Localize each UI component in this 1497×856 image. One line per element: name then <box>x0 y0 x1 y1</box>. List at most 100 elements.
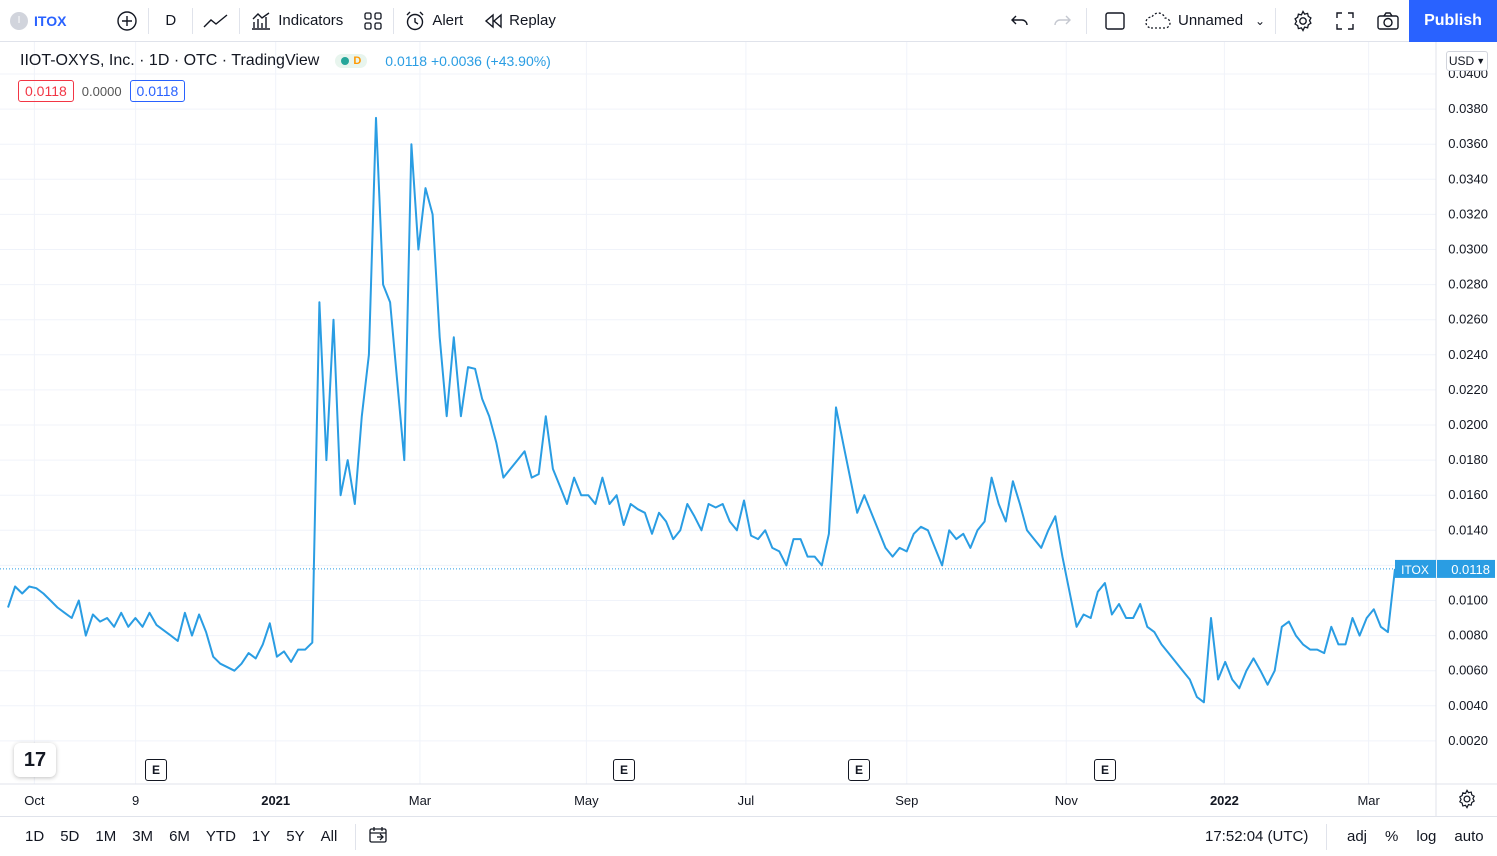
price-tick-label: 0.0240 <box>1448 347 1488 362</box>
interval-label: D <box>165 12 177 29</box>
last-price-symbol-tag <box>1395 559 1436 578</box>
range-button-6m[interactable]: 6M <box>169 828 190 845</box>
fullscreen-layout-button[interactable] <box>1094 0 1136 42</box>
grid-icon <box>364 11 382 30</box>
toolbar-divider <box>1086 8 1087 34</box>
date-range-buttons: 1D 5D 1M 3M 6M YTD 1Y 5Y All <box>0 828 345 845</box>
time-tick-label: Mar <box>1357 793 1380 808</box>
scale-button-auto[interactable]: auto <box>1454 828 1484 845</box>
price-chart[interactable]: 0.04000.03800.03600.03400.03200.03000.02… <box>0 42 1497 816</box>
interval-button[interactable]: D <box>149 0 192 42</box>
market-status-badge[interactable]: D <box>335 54 368 68</box>
indicators-button[interactable]: Indicators <box>240 0 353 42</box>
scale-button-adj[interactable]: adj <box>1347 828 1368 845</box>
alert-button[interactable]: Alert <box>394 0 473 42</box>
earnings-marker[interactable]: E <box>145 759 167 781</box>
range-button-5d[interactable]: 5D <box>60 828 80 845</box>
redo-button[interactable] <box>1042 0 1082 42</box>
price-tick-label: 0.0160 <box>1448 487 1488 502</box>
last-price-label: ITOX 0.0118 <box>1395 559 1495 578</box>
scale-button-percent[interactable]: % <box>1385 828 1399 845</box>
toolbar-divider <box>355 823 357 850</box>
range-button-1y[interactable]: 1Y <box>251 828 271 845</box>
scale-button-log[interactable]: log <box>1416 828 1437 845</box>
price-tick-label: 0.0200 <box>1448 417 1488 432</box>
time-tick-label: May <box>574 793 599 808</box>
toolbar-divider <box>239 7 241 34</box>
price-series-line <box>7 116 1396 704</box>
currency-selector[interactable]: USD ▼ <box>1446 51 1488 71</box>
earnings-marker[interactable]: E <box>1094 759 1116 781</box>
price-tick-label: 0.0220 <box>1448 382 1488 397</box>
range-button-1m[interactable]: 1M <box>95 828 117 845</box>
calendar-icon <box>369 826 387 843</box>
settings-button[interactable] <box>1282 0 1324 42</box>
price-tick-label: 0.0100 <box>1448 593 1488 608</box>
legend-change: 0.0118 +0.0036 (+43.90%) <box>385 53 551 69</box>
status-dot-icon <box>341 57 350 65</box>
mid-value: 0.0000 <box>81 83 122 99</box>
line-chart-icon <box>203 13 228 27</box>
tradingview-logo[interactable]: 17 <box>14 743 56 777</box>
range-button-ytd[interactable]: YTD <box>205 828 236 845</box>
price-tick-label: 0.0060 <box>1448 663 1488 678</box>
camera-icon <box>1377 11 1399 30</box>
undo-button[interactable] <box>1000 0 1040 42</box>
time-axis: Oct 9 2021 Mar May Jul Sep Nov 2022 Mar <box>24 793 1380 808</box>
price-tick-label: 0.0040 <box>1448 698 1488 713</box>
templates-button[interactable] <box>353 0 393 42</box>
price-tick-label: 0.0380 <box>1448 101 1488 116</box>
toolbar-divider <box>1275 8 1276 34</box>
layout-name: Unnamed <box>1178 12 1244 29</box>
legend-title: IIOT-OXYS, Inc. · 1D · OTC · TradingView <box>20 52 320 69</box>
price-tick-label: 0.0320 <box>1448 206 1488 221</box>
alert-label: Alert <box>432 12 464 29</box>
range-button-all[interactable]: All <box>320 828 338 845</box>
indicators-icon <box>252 11 271 30</box>
scale-buttons: adj% log auto <box>1338 828 1493 845</box>
price-tick-label: 0.0140 <box>1448 522 1488 537</box>
time-tick-label: Sep <box>895 793 918 808</box>
last-price-symbol: ITOX <box>1401 563 1429 577</box>
earnings-marker[interactable]: E <box>848 759 870 781</box>
time-tick-label: Jul <box>738 793 755 808</box>
range-button-3m[interactable]: 3M <box>132 828 154 845</box>
price-tick-label: 0.0080 <box>1448 628 1488 643</box>
compare-button[interactable] <box>76 0 148 42</box>
publish-button[interactable]: Publish <box>1409 0 1497 42</box>
indicators-label: Indicators <box>278 12 344 29</box>
toolbar-divider <box>1326 824 1327 850</box>
time-tick-label: Mar <box>409 793 432 808</box>
time-tick-label: 2021 <box>261 793 290 808</box>
price-tick-label: 0.0300 <box>1448 242 1488 257</box>
snapshot-button[interactable] <box>1366 0 1410 42</box>
fullscreen-button[interactable] <box>1325 0 1365 42</box>
undo-icon <box>1011 15 1028 25</box>
price-tick-label: 0.0360 <box>1448 136 1488 151</box>
price-tick-label: 0.0280 <box>1448 277 1488 292</box>
date-range-picker-button[interactable] <box>368 826 388 848</box>
chart-style-button[interactable] <box>193 0 239 42</box>
range-button-1d[interactable]: 1D <box>25 828 45 845</box>
layout-save-button[interactable]: Unnamed ⌄ <box>1134 0 1275 42</box>
symbol-logo-icon: I <box>10 11 28 30</box>
alarm-clock-icon <box>406 11 424 30</box>
replay-icon <box>485 12 502 29</box>
range-button-5y[interactable]: 5Y <box>286 828 305 845</box>
toolbar-divider <box>192 7 194 34</box>
last-price-value-tag <box>1437 559 1495 578</box>
chart-legend: IIOT-OXYS, Inc. · 1D · OTC · TradingView… <box>20 52 551 70</box>
axis-settings-button[interactable] <box>1457 789 1477 814</box>
earnings-marker[interactable]: E <box>613 759 635 781</box>
gear-icon <box>1294 9 1312 32</box>
price-tick-label: 0.0260 <box>1448 312 1488 327</box>
currency-label: USD <box>1448 54 1475 68</box>
replay-label: Replay <box>509 12 556 29</box>
price-axis: 0.04000.03800.03600.03400.03200.03000.02… <box>1448 66 1488 748</box>
legend-values: 0.0118 0.0000 0.0118 <box>18 80 186 102</box>
time-tick-label: 9 <box>132 793 139 808</box>
replay-button[interactable]: Replay <box>473 0 566 42</box>
clock-time[interactable]: 17:52:04 (UTC) <box>1205 828 1309 845</box>
symbol-search-button[interactable]: I ITOX <box>0 0 76 42</box>
price-tick-label: 0.0340 <box>1448 171 1488 186</box>
